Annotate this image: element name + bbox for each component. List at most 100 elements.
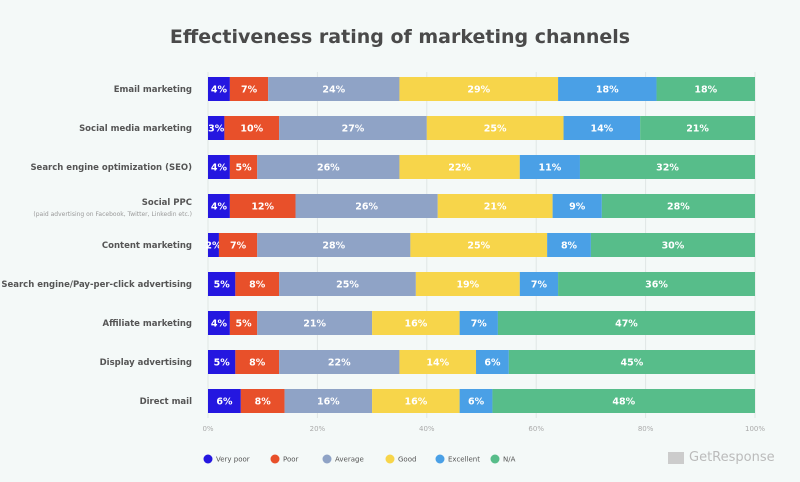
data-label: 21% bbox=[484, 202, 507, 213]
data-label: 30% bbox=[662, 241, 685, 252]
bar-segment bbox=[208, 116, 225, 140]
data-label: 5% bbox=[214, 280, 231, 291]
bar-segment bbox=[656, 77, 755, 101]
bar-segment bbox=[224, 116, 280, 140]
data-label: 5% bbox=[214, 358, 231, 369]
bar-segment bbox=[508, 350, 755, 374]
bar-segment bbox=[372, 311, 460, 335]
category-label: Direct mail bbox=[140, 397, 192, 407]
category-subtitle: (paid advertising on Facebook, Twitter, … bbox=[33, 211, 192, 218]
data-label: 25% bbox=[336, 280, 359, 291]
data-label: 4% bbox=[211, 319, 228, 330]
category-label: Social media marketing bbox=[79, 124, 192, 134]
data-label: 47% bbox=[615, 319, 638, 330]
data-label: 25% bbox=[484, 124, 507, 135]
category-label: Display advertising bbox=[100, 358, 192, 368]
category-label: Search engine optimization (SEO) bbox=[30, 163, 192, 173]
data-label: 14% bbox=[590, 124, 613, 135]
bar-segment bbox=[415, 272, 520, 296]
legend-marker bbox=[270, 454, 280, 464]
data-label: 8% bbox=[249, 280, 266, 291]
data-label: 16% bbox=[404, 319, 427, 330]
data-label: 48% bbox=[612, 397, 635, 408]
brand-name: GetResponse bbox=[689, 450, 775, 465]
bar-segment bbox=[437, 194, 553, 218]
bar-segment bbox=[410, 233, 548, 257]
bar-segment bbox=[208, 389, 241, 413]
data-label: 4% bbox=[211, 202, 228, 213]
legend-label: Poor bbox=[283, 456, 299, 464]
legend-label: Very poor bbox=[216, 456, 250, 464]
data-label: 16% bbox=[404, 397, 427, 408]
legend-label: Excellent bbox=[448, 456, 480, 464]
data-label: 28% bbox=[667, 202, 690, 213]
category-label: Email marketing bbox=[114, 85, 192, 95]
x-tick-label: 0% bbox=[202, 425, 213, 433]
data-label: 21% bbox=[686, 124, 709, 135]
bar-segment bbox=[519, 155, 580, 179]
bar-segment bbox=[208, 77, 230, 101]
bar-segment bbox=[601, 194, 755, 218]
bar-segment bbox=[558, 272, 755, 296]
data-label: 7% bbox=[241, 85, 258, 96]
data-label: 25% bbox=[467, 241, 490, 252]
data-label: 32% bbox=[656, 163, 679, 174]
bar-segment bbox=[284, 389, 373, 413]
bar-segment bbox=[208, 194, 230, 218]
bar-segment bbox=[590, 233, 755, 257]
data-label: 26% bbox=[317, 163, 340, 174]
bar-segment bbox=[218, 233, 258, 257]
data-label: 8% bbox=[249, 358, 266, 369]
bar-segment bbox=[399, 155, 520, 179]
bar-segment bbox=[229, 194, 296, 218]
bar-segment bbox=[208, 155, 230, 179]
bar-segment bbox=[497, 311, 755, 335]
legend-marker bbox=[490, 454, 500, 464]
bar-segment bbox=[229, 155, 258, 179]
data-label: 19% bbox=[456, 280, 479, 291]
legend-label: N/A bbox=[503, 456, 516, 464]
data-label: 4% bbox=[211, 163, 228, 174]
data-label: 21% bbox=[303, 319, 326, 330]
x-tick-label: 20% bbox=[310, 425, 326, 433]
data-label: 7% bbox=[531, 280, 548, 291]
data-label: 22% bbox=[448, 163, 471, 174]
data-label: 45% bbox=[621, 358, 644, 369]
bar-segment bbox=[459, 389, 493, 413]
bar-segment bbox=[547, 233, 591, 257]
data-label: 5% bbox=[235, 163, 252, 174]
data-label: 26% bbox=[355, 202, 378, 213]
bar-segment bbox=[257, 155, 400, 179]
data-label: 2% bbox=[205, 241, 222, 252]
x-tick-label: 60% bbox=[528, 425, 544, 433]
bar-segment bbox=[235, 350, 280, 374]
data-label: 4% bbox=[211, 85, 228, 96]
data-label: 6% bbox=[468, 397, 485, 408]
bar-segment bbox=[579, 155, 755, 179]
bar-segment bbox=[257, 311, 373, 335]
category-label: Search engine/Pay-per-click advertising bbox=[1, 280, 192, 290]
bar-segment bbox=[426, 116, 564, 140]
data-label: 22% bbox=[328, 358, 351, 369]
data-label: 14% bbox=[426, 358, 449, 369]
bar-segment bbox=[279, 350, 400, 374]
x-tick-label: 80% bbox=[638, 425, 654, 433]
envelope-icon bbox=[668, 451, 684, 464]
data-label: 10% bbox=[240, 124, 263, 135]
bar-segment bbox=[208, 272, 236, 296]
bar-segment bbox=[372, 389, 460, 413]
data-label: 24% bbox=[322, 85, 345, 96]
data-label: 6% bbox=[484, 358, 501, 369]
legend-marker bbox=[385, 454, 395, 464]
data-label: 11% bbox=[539, 163, 562, 174]
legend-marker bbox=[322, 454, 332, 464]
bar-segment bbox=[229, 77, 269, 101]
bar-segment bbox=[257, 233, 411, 257]
bar-segment bbox=[235, 272, 280, 296]
data-label: 36% bbox=[645, 280, 668, 291]
data-label: 16% bbox=[317, 397, 340, 408]
x-tick-label: 40% bbox=[419, 425, 435, 433]
bar-segment bbox=[563, 116, 641, 140]
bar-segment bbox=[459, 311, 498, 335]
data-label: 8% bbox=[255, 397, 272, 408]
